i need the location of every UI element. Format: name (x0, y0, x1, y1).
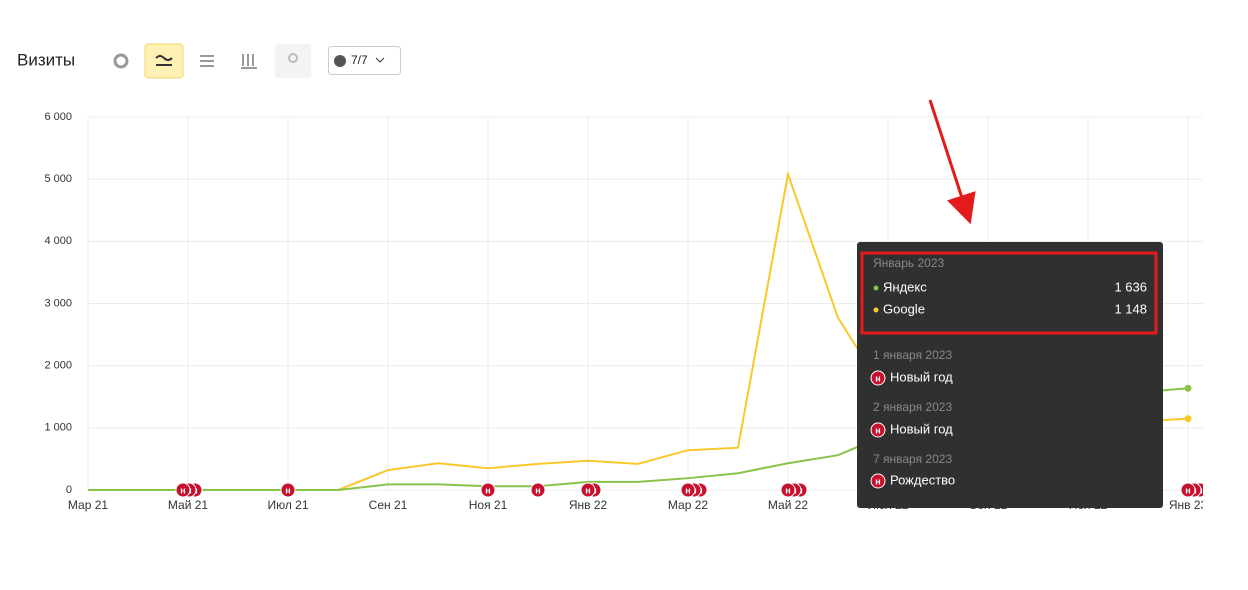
holiday-icon (870, 422, 886, 438)
x-tick-label: Ноя 21 (469, 498, 508, 512)
event-name: Рождество (890, 472, 955, 487)
holiday-icon (870, 473, 886, 489)
bar-icon[interactable] (241, 54, 257, 69)
hover-point (1184, 415, 1192, 423)
holiday-icon (280, 482, 296, 498)
holiday-letter: н (285, 485, 290, 495)
tooltip-title: Январь 2023 (873, 256, 944, 270)
event-date: 7 января 2023 (873, 452, 952, 466)
row-label: Яндекс (883, 279, 927, 294)
event-date: 1 января 2023 (873, 348, 952, 362)
x-tick-label: Мар 22 (668, 498, 708, 512)
y-tick-label: 3 000 (44, 297, 72, 309)
plot: Мар 21 Май 21 Июл 21 Сен 21 Ноя 21 Янв 22 Мар … (68, 117, 1208, 512)
tooltip-box (857, 242, 1163, 508)
highlight-box (860, 251, 1158, 335)
holiday-letter: н (875, 373, 880, 383)
holiday-icon (530, 482, 546, 498)
holiday-letter: н (875, 476, 880, 486)
x-tick-label: Мар 21 (68, 498, 108, 512)
y-tick-label: 0 (66, 484, 72, 496)
y-tick-label: 5 000 (44, 173, 72, 185)
holiday-letter: н (1185, 485, 1190, 495)
y-tick-label: 6 000 (44, 111, 72, 123)
tooltip: Январь 2023 Яндекс 1 636 Google 1 148 1 … (857, 242, 1163, 508)
dropdown-arrow (375, 57, 385, 63)
holiday-letter: н (535, 485, 540, 495)
holiday-letter: н (485, 485, 490, 495)
pie-icon[interactable] (113, 53, 129, 69)
row-value: 1 636 (1114, 279, 1147, 294)
y-tick-label: 2 000 (44, 360, 72, 372)
comments-count: 7/7 (351, 53, 368, 67)
event-date: 2 января 2023 (873, 400, 952, 414)
holiday-icon (870, 370, 886, 386)
annotation-arrow (928, 99, 976, 225)
holiday-icon (175, 482, 191, 498)
x-tick-label: Июл 21 (267, 498, 308, 512)
map-icon (288, 53, 298, 63)
chart-title: Визиты (17, 50, 75, 69)
row-value: 1 148 (1114, 301, 1147, 316)
event-name: Новый год (890, 369, 953, 384)
area-icon[interactable] (200, 55, 214, 67)
y-tick-label: 4 000 (44, 235, 72, 247)
row-label: Google (883, 301, 925, 316)
y-tick-label: 1 000 (44, 422, 72, 434)
holiday-icon (580, 482, 596, 498)
holiday-icon (1180, 482, 1196, 498)
dot (873, 285, 879, 291)
holiday-letter: н (585, 485, 590, 495)
line-icon (155, 55, 173, 66)
x-tick-label: Май 21 (168, 498, 209, 512)
dot (873, 307, 879, 313)
x-tick-label: Янв 23 (1169, 498, 1208, 512)
holiday-icon (780, 482, 796, 498)
holiday-icon (680, 482, 696, 498)
hover-point (1184, 384, 1192, 392)
event-name: Новый год (890, 421, 953, 436)
holiday-icon (480, 482, 496, 498)
holiday-letter: н (685, 485, 690, 495)
holiday-letter: н (785, 485, 790, 495)
x-tick-label: Май 22 (768, 498, 809, 512)
x-tick-label: Янв 22 (569, 498, 608, 512)
comment-icon (334, 55, 346, 67)
line-mode[interactable] (144, 43, 184, 79)
x-tick-label: Сен 21 (369, 498, 408, 512)
toolbar: 7/7 (113, 43, 401, 79)
holiday-letter: н (875, 425, 880, 435)
holiday-letter: н (180, 485, 185, 495)
comments-button[interactable] (328, 46, 401, 75)
